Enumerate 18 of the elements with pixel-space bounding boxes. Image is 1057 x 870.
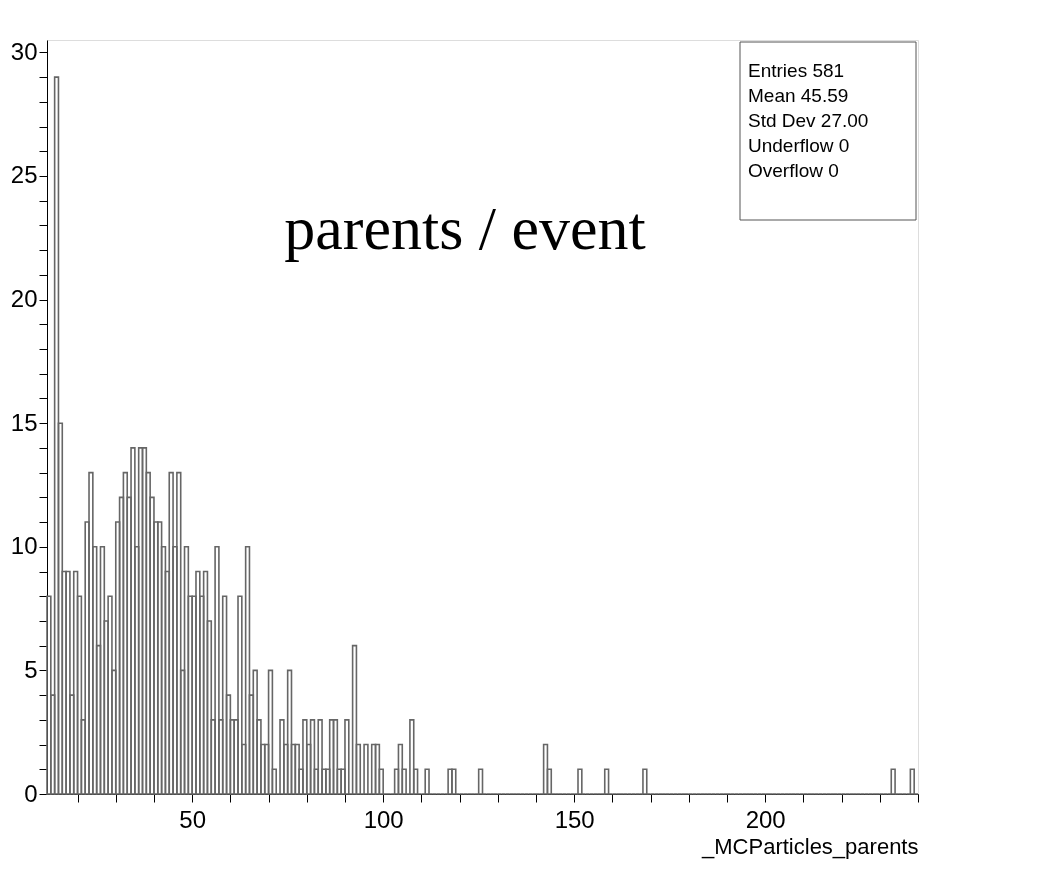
x-axis-title: _MCParticles_parents bbox=[701, 833, 919, 859]
y-tick-label: 0 bbox=[24, 779, 38, 807]
x-tick-label: 200 bbox=[745, 805, 786, 833]
annotation: Entries 581 bbox=[748, 60, 845, 81]
y-tick-label: 30 bbox=[10, 37, 38, 65]
annotation: Std Dev 27.00 bbox=[748, 110, 869, 131]
y-tick-label: 15 bbox=[10, 408, 38, 436]
text: parents / event bbox=[284, 194, 646, 262]
annotation: Overflow 0 bbox=[748, 160, 839, 181]
annotation: Underflow 0 bbox=[748, 135, 850, 156]
annotation: Mean 45.59 bbox=[748, 85, 849, 106]
y-tick-label: 20 bbox=[10, 285, 38, 313]
x-tick-label: 150 bbox=[554, 805, 595, 833]
x-tick-label: 50 bbox=[179, 805, 207, 833]
y-tick-label: 25 bbox=[10, 161, 38, 189]
x-tick-label: 100 bbox=[363, 805, 404, 833]
y-tick-label: 5 bbox=[24, 655, 38, 683]
y-tick-label: 10 bbox=[10, 532, 38, 560]
